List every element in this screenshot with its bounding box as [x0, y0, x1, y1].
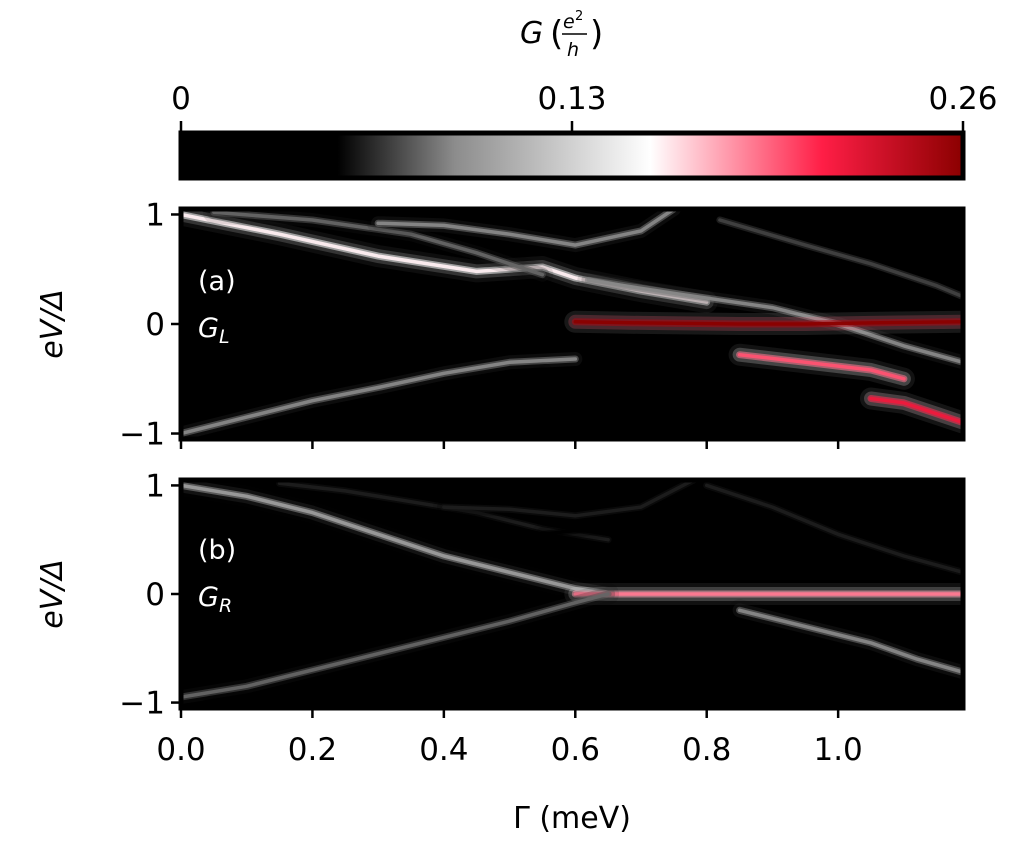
panel-a-title-subscript: L: [219, 326, 230, 348]
colorbar-tick-label-0: 0: [171, 81, 191, 117]
panel-a-label: (a): [198, 266, 236, 297]
panel-a-peak-lower-right-branch: [728, 343, 915, 390]
colorbar-label-denominator: h: [567, 39, 579, 61]
panel-a-ytick-label-2: 1: [145, 197, 165, 233]
panel-b-ylabel: eV/Δ: [35, 559, 70, 629]
panel-b-title-subscript: R: [219, 595, 232, 617]
panel-a-peak-top-branch-c: [367, 209, 685, 257]
panel-a-peak-bottom-branch-a-layer-3: [181, 357, 578, 436]
panel-b-peak-upper-right-arc: [695, 480, 963, 584]
panel-a-peak-top-branch-d-layer-3: [586, 278, 963, 365]
panel-a-peak-lower-right-branch-layer-3: [737, 352, 906, 381]
colorbar-tick-label-2: 0.26: [928, 81, 997, 117]
panel-a-peak-top-left-branch-b: [202, 209, 554, 286]
panel-b-peak-upper-right-arc-layer-3: [704, 483, 963, 575]
panel-b-peak-top-left-branch-a-layer-3: [181, 483, 610, 596]
panel-b-peak-bottom-branch-b-layer-3: [212, 679, 578, 707]
panel-b-peak-bottom-branch-b: [202, 669, 587, 708]
panel-b-ytick-label-2: 1: [145, 468, 165, 504]
panel-b-peak-top-left-branch-a: [181, 480, 620, 605]
panel-a-peak-bottom-branch-b: [268, 362, 554, 439]
panel-a-peak-zero-mode-a: [564, 310, 963, 335]
x-axis-label: Γ (meV): [513, 801, 631, 836]
panel-a-peak-top-branch-c-layer-3: [376, 209, 676, 247]
panel-a-peak-zero-mode-a-layer-3: [573, 320, 963, 326]
colorbar: G ( e 2 h ) 0 0.13 0.26: [171, 9, 998, 181]
colorbar-label-g: G: [520, 16, 543, 51]
panel-b-axes: −1 0 1 0.0 0.2 0.4 0.6 0.8 1.0: [119, 468, 863, 768]
panel-b-peak-lower-right-branch: [728, 599, 963, 684]
panel-b-xtick-label-3: 0.6: [551, 732, 600, 768]
colorbar-tick-label-1: 0.13: [537, 81, 606, 117]
panel-b-peak-top-branch-c: [432, 480, 705, 527]
panel-b-xtick-label-2: 0.4: [419, 732, 468, 768]
panel-a-peak-top-left-branch-b-layer-3: [212, 210, 545, 277]
panel-a-axes: −1 0 1: [119, 197, 840, 453]
panel-b-peak-top-branch-d-layer-3: [540, 483, 775, 537]
panel-b-peak-upper-right-short-layer-3: [902, 510, 963, 520]
panel-b-xtick-label-4: 0.8: [682, 732, 731, 768]
colorbar-ticks: 0 0.13 0.26: [171, 81, 998, 133]
colorbar-label-paren-right: ): [590, 14, 603, 54]
colorbar-label-paren-left: (: [550, 14, 563, 54]
panel-b-title: G: [198, 582, 219, 613]
colorbar-label-numerator: e: [563, 11, 575, 33]
colorbar-body: [178, 130, 966, 181]
panel-b: eV/Δ −1 0 1 0.0 0.2 0.4 0.6 0.8 1.0 (b) G R Γ (m…: [35, 468, 966, 836]
panel-a-peak-lower-right-tail-layer-3: [869, 396, 963, 425]
panel-b-peak-bottom-branch-a-layer-3: [181, 592, 610, 699]
panel-b-xtick-label-0: 0.0: [156, 732, 205, 768]
panel-a-peak-upper-right-arc-layer-3: [718, 218, 963, 299]
panel-b-peak-bottom-branch-a: [181, 583, 620, 708]
panel-b-ytick-label-1: 0: [145, 577, 165, 613]
panel-b-label: (b): [198, 535, 236, 566]
panel-a: eV/Δ −1 0 1 (a) G L: [35, 197, 966, 453]
panel-b-peak-lower-right-branch-layer-3: [737, 608, 963, 674]
panel-a-peak-bottom-branch-a: [181, 348, 587, 439]
panel-a-ylabel: eV/Δ: [35, 289, 70, 359]
panel-a-title: G: [198, 313, 219, 344]
panel-a-peak-lower-right-tail: [860, 387, 963, 434]
panel-a-heatmap: [181, 209, 963, 439]
panel-b-peak-top-branch-c-layer-3: [442, 480, 696, 518]
panel-b-xtick-label-1: 0.2: [288, 732, 337, 768]
panel-a-ytick-label-1: 0: [145, 307, 165, 343]
panel-a-peak-bottom-branch-b-layer-3: [277, 371, 545, 436]
panel-b-heatmap: [181, 480, 963, 708]
panel-a-peak-top-branch-d: [577, 269, 963, 374]
panel-b-xtick-label-5: 1.0: [813, 732, 862, 768]
panel-b-peak-top-branch-d: [531, 480, 784, 546]
panel-a-ytick-label-0: −1: [119, 417, 165, 453]
panel-b-peak-upper-right-short: [892, 501, 963, 529]
colorbar-label-superscript: 2: [575, 9, 583, 24]
panel-a-peak-upper-right-arc: [708, 209, 963, 308]
panel-b-ytick-label-0: −1: [119, 686, 165, 722]
